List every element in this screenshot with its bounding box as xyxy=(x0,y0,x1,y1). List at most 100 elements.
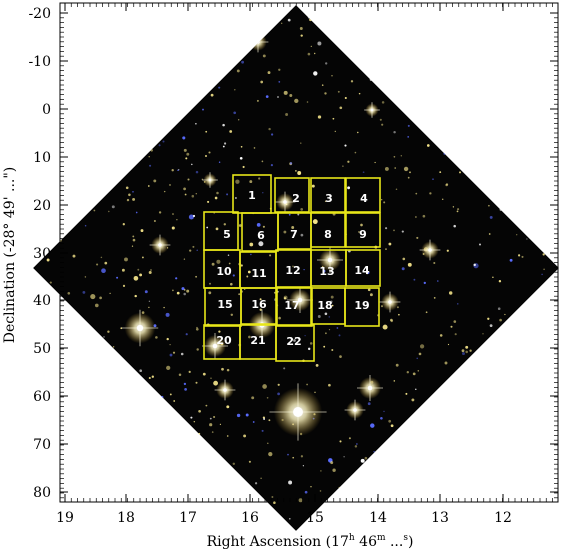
star xyxy=(441,198,444,201)
bright-star-core xyxy=(283,200,287,204)
star xyxy=(390,318,393,322)
star xyxy=(172,213,174,215)
star xyxy=(150,269,152,271)
star xyxy=(131,245,134,247)
field-label: 1 xyxy=(248,189,256,202)
star xyxy=(52,344,56,347)
x-tick-label: 16 xyxy=(241,510,259,526)
x-tick-label: 12 xyxy=(494,510,512,526)
star xyxy=(221,367,224,371)
bright-star-core xyxy=(223,388,227,392)
star xyxy=(379,118,382,121)
star xyxy=(50,23,53,26)
star xyxy=(205,404,208,407)
star xyxy=(453,224,456,228)
star xyxy=(112,346,115,348)
star xyxy=(134,294,137,298)
star xyxy=(312,219,318,225)
star xyxy=(395,188,398,191)
star xyxy=(337,90,340,93)
star xyxy=(369,293,373,297)
star xyxy=(479,243,481,246)
star xyxy=(402,257,406,261)
star xyxy=(360,223,363,227)
star xyxy=(192,214,196,218)
star xyxy=(234,197,237,199)
star xyxy=(541,273,543,276)
bright-star-core xyxy=(428,248,432,252)
field-label: 6 xyxy=(257,229,265,242)
star xyxy=(343,456,345,458)
star xyxy=(224,142,227,145)
star xyxy=(325,62,328,65)
star xyxy=(328,328,331,331)
star xyxy=(218,86,221,89)
star xyxy=(48,74,54,80)
star xyxy=(124,257,128,262)
star xyxy=(151,375,154,378)
star xyxy=(227,254,230,257)
star xyxy=(332,468,336,472)
star xyxy=(398,313,400,316)
field-label: 2 xyxy=(292,192,300,205)
star xyxy=(543,268,545,271)
bright-star-core xyxy=(208,178,212,182)
star xyxy=(104,261,108,265)
star xyxy=(217,525,220,527)
star xyxy=(241,60,244,64)
star xyxy=(309,342,313,345)
star xyxy=(234,89,236,91)
star xyxy=(297,213,300,216)
star xyxy=(348,437,351,440)
star xyxy=(181,287,185,291)
star xyxy=(169,343,171,346)
field-box xyxy=(344,287,380,327)
field-label: 22 xyxy=(286,335,301,348)
star xyxy=(302,465,305,467)
star xyxy=(143,522,147,525)
star xyxy=(357,131,359,134)
star xyxy=(288,517,291,520)
star xyxy=(471,523,474,527)
star xyxy=(517,254,521,257)
field-box xyxy=(274,177,310,213)
axis-ticks xyxy=(60,3,558,502)
star xyxy=(101,268,106,274)
star xyxy=(67,292,71,295)
star xyxy=(183,289,186,291)
star xyxy=(169,393,172,396)
star xyxy=(277,96,279,98)
star xyxy=(242,165,245,169)
star xyxy=(108,210,110,213)
star xyxy=(158,211,162,214)
star xyxy=(542,253,545,256)
star xyxy=(261,160,264,163)
star xyxy=(209,423,213,427)
star xyxy=(139,273,143,277)
star xyxy=(122,284,126,287)
star xyxy=(306,383,308,386)
star xyxy=(459,171,461,174)
field-label: 12 xyxy=(285,264,300,277)
star xyxy=(283,297,287,300)
star xyxy=(433,297,436,299)
x-axis-title-sup: s xyxy=(403,533,408,543)
bright-star-core xyxy=(158,243,162,247)
star xyxy=(416,357,418,360)
star xyxy=(453,320,457,323)
star xyxy=(155,336,158,339)
star xyxy=(291,226,295,229)
star xyxy=(448,291,453,295)
star xyxy=(132,235,135,238)
star xyxy=(464,512,467,515)
star xyxy=(390,319,394,323)
y-tick-label: -20 xyxy=(28,6,51,22)
star xyxy=(311,184,315,188)
bright-star-core xyxy=(212,343,218,349)
star xyxy=(287,453,289,456)
star xyxy=(516,234,518,236)
star xyxy=(395,363,399,367)
star xyxy=(196,326,198,329)
star xyxy=(45,242,48,246)
